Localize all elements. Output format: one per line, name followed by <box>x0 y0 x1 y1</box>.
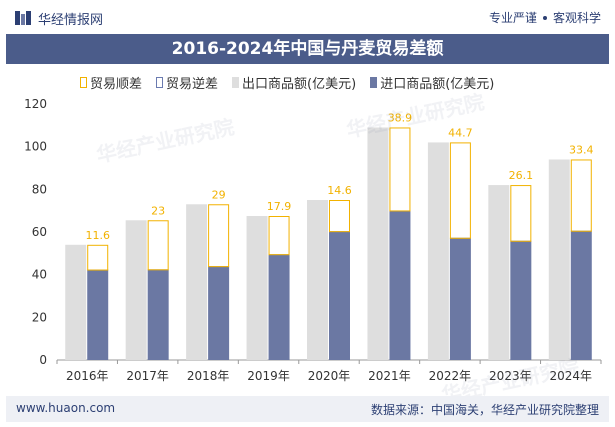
import-bar <box>449 237 471 360</box>
export-bar <box>427 142 449 360</box>
import-bar <box>87 269 109 360</box>
surplus-label: 44.7 <box>448 126 473 139</box>
surplus-bracket <box>510 185 532 242</box>
y-tick-label: 100 <box>24 140 47 154</box>
brand[interactable]: 华经情报网 <box>14 8 103 28</box>
legend-swatch-exports <box>232 76 240 88</box>
import-bar <box>329 231 350 360</box>
x-tick-label: 2019年 <box>247 369 290 383</box>
chart-legend: 贸易顺差 贸易逆差 出口商品额(亿美元) 进口商品额(亿美元) <box>80 72 508 92</box>
bar-chart: 0 20 40 60 80 100 120 11.6 2016年 23 2017年 29 2018年 17… <box>24 97 602 383</box>
x-tick-label: 2022年 <box>429 369 472 383</box>
export-bar <box>125 220 147 360</box>
y-tick-label: 0 <box>39 353 47 367</box>
surplus-bracket <box>268 216 290 256</box>
export-bar <box>488 185 510 360</box>
surplus-bracket <box>449 142 471 239</box>
brand-name: 华经情报网 <box>38 12 104 28</box>
import-bar <box>268 254 290 360</box>
legend-swatch-surplus <box>80 76 87 88</box>
legend-label-exports: 出口商品额(亿美元) <box>242 76 357 92</box>
header-bar: 华经情报网 专业严谨 客观科学 <box>0 0 615 34</box>
surplus-label: 23 <box>151 204 165 217</box>
export-bar <box>307 200 328 360</box>
export-bar <box>246 216 268 360</box>
y-tick-label: 40 <box>32 268 47 282</box>
legend-label-surplus: 贸易顺差 <box>90 76 143 92</box>
surplus-label: 29 <box>212 188 226 201</box>
slogan-dot-icon <box>542 15 547 20</box>
import-bar <box>389 210 411 360</box>
import-bar <box>208 266 230 360</box>
surplus-label: 17.9 <box>267 200 292 213</box>
legend-item-deficit: 贸易逆差 <box>156 73 218 92</box>
legend-label-deficit: 贸易逆差 <box>166 76 219 92</box>
surplus-label: 11.6 <box>85 229 110 242</box>
legend-swatch-deficit <box>156 76 164 88</box>
x-tick-label: 2018年 <box>187 369 230 383</box>
export-bar <box>65 244 87 360</box>
surplus-bracket <box>87 244 109 271</box>
surplus-bracket <box>389 127 411 212</box>
export-bar <box>186 204 208 360</box>
legend-item-imports: 进口商品额(亿美元) <box>370 73 494 92</box>
legend-swatch-imports <box>370 76 378 88</box>
surplus-bracket <box>329 200 350 233</box>
x-tick-label: 2016年 <box>66 369 109 383</box>
surplus-bracket <box>570 159 592 232</box>
import-bar <box>147 269 169 360</box>
footer-source: 数据来源：中国海关，华经产业研究院整理 <box>370 403 599 417</box>
brand-logo-icon <box>15 11 31 25</box>
legend-item-surplus: 贸易顺差 <box>80 73 142 92</box>
import-bar <box>510 240 532 360</box>
surplus-label: 38.9 <box>388 111 413 124</box>
surplus-label: 33.4 <box>569 143 594 156</box>
x-tick-label: 2021年 <box>368 369 411 383</box>
x-tick-label: 2017年 <box>126 369 169 383</box>
footer-url[interactable]: www.huaon.com <box>16 401 116 415</box>
y-tick-label: 20 <box>32 310 47 324</box>
x-tick-label: 2020年 <box>308 369 351 383</box>
y-tick-label: 60 <box>32 225 47 239</box>
export-bar <box>367 127 389 360</box>
export-bar <box>548 159 570 360</box>
surplus-label: 14.6 <box>327 184 352 197</box>
footer: www.huaon.com 数据来源：中国海关，华经产业研究院整理 <box>6 396 609 422</box>
x-tick-label: 2024年 <box>550 369 593 383</box>
legend-label-imports: 进口商品额(亿美元) <box>380 76 495 92</box>
legend-item-exports: 出口商品额(亿美元) <box>232 73 356 92</box>
slogan-right: 客观科学 <box>552 11 601 25</box>
surplus-bracket <box>147 220 169 271</box>
y-tick-label: 80 <box>32 182 47 196</box>
slogan-left: 专业严谨 <box>488 11 537 25</box>
x-tick-label: 2023年 <box>489 369 532 383</box>
import-bar <box>570 230 592 360</box>
y-tick-label: 120 <box>24 97 47 111</box>
surplus-bracket <box>208 204 230 268</box>
surplus-label: 26.1 <box>509 169 534 182</box>
slogan: 专业严谨 客观科学 <box>489 9 601 26</box>
chart-title: 2016-2024年中国与丹麦贸易差额 <box>6 34 609 64</box>
